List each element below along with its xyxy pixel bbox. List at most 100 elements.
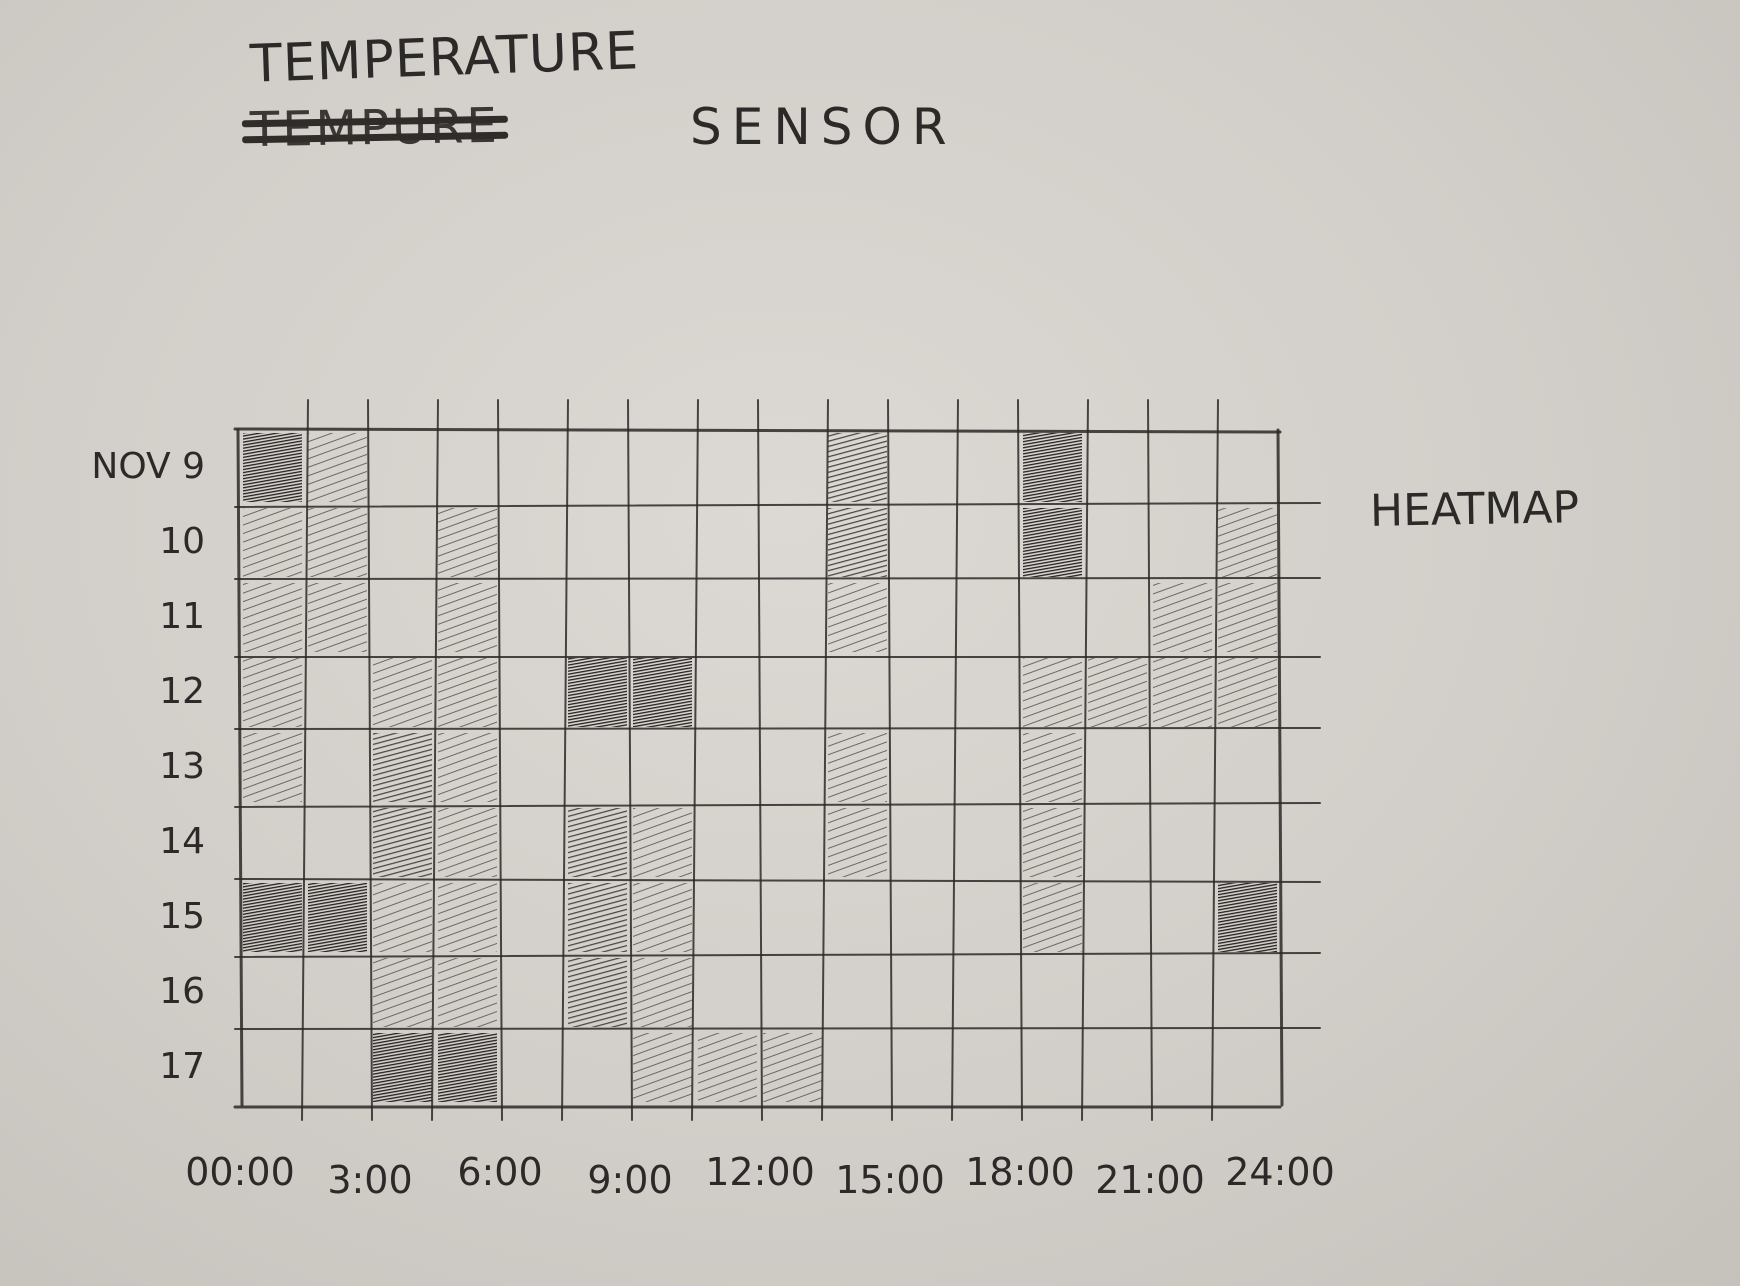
heatmap-cell: [698, 508, 757, 577]
heatmap-cell: [243, 733, 302, 802]
heatmap-cell: [243, 658, 302, 727]
heatmap-cell: [828, 883, 887, 952]
heatmap-cell: [503, 583, 562, 652]
heatmap-cell: [763, 583, 822, 652]
heatmap-cell: [633, 1033, 692, 1102]
heatmap-cell: [698, 733, 757, 802]
heatmap-cell: [633, 508, 692, 577]
heatmap-cell: [958, 808, 1017, 877]
grid-line-vertical: [887, 399, 893, 1121]
heatmap-cell: [1088, 508, 1147, 577]
heatmap-cell: [568, 508, 627, 577]
grid-line-vertical: [431, 399, 439, 1121]
heatmap-cell: [1153, 808, 1212, 877]
heatmap-cell: [1153, 883, 1212, 952]
heatmap-cell: [893, 733, 952, 802]
heatmap-cell: [568, 958, 627, 1027]
heatmap-cell: [503, 958, 562, 1027]
heatmap-cell: [243, 1033, 302, 1102]
heatmap-cell: [373, 583, 432, 652]
row-label: 16: [159, 970, 205, 1012]
grid-line-vertical: [301, 399, 309, 1121]
grid-line-horizontal: [234, 878, 1321, 883]
heatmap-cell: [958, 958, 1017, 1027]
heatmap-cell: [958, 658, 1017, 727]
heatmap-cell: [1088, 733, 1147, 802]
heatmap-cell: [373, 508, 432, 577]
heatmap-cell: [958, 508, 1017, 577]
heatmap-cell: [503, 883, 562, 952]
heatmap-cell: [243, 883, 302, 952]
heatmap-cell: [308, 508, 367, 577]
heatmap-cell: [1218, 1033, 1277, 1102]
heatmap-cell: [828, 658, 887, 727]
row-label: NOV 9: [91, 445, 205, 487]
heatmap-cell: [503, 433, 562, 502]
heatmap-cell: [503, 808, 562, 877]
heatmap-cell: [763, 658, 822, 727]
column-label: 00:00: [185, 1150, 295, 1194]
row-label: 13: [159, 745, 205, 787]
heatmap-cell: [1088, 808, 1147, 877]
heatmap-cell: [633, 883, 692, 952]
heatmap-cell: [1023, 808, 1082, 877]
heatmap-cell: [1218, 883, 1277, 952]
row-label: 12: [159, 670, 205, 712]
heatmap-cell: [568, 883, 627, 952]
heatmap-cell: [698, 433, 757, 502]
heatmap-cell: [633, 958, 692, 1027]
grid-line-vertical: [1211, 399, 1219, 1121]
heatmap-cell: [1023, 658, 1082, 727]
heatmap-cell: [373, 883, 432, 952]
grid-line-vertical: [1147, 399, 1153, 1121]
heatmap-cell: [1153, 1033, 1212, 1102]
heatmap-cell: [958, 1033, 1017, 1102]
heatmap-cell: [893, 808, 952, 877]
heatmap-cell: [763, 508, 822, 577]
heatmap-cell: [1218, 733, 1277, 802]
grid-line-horizontal: [234, 727, 1321, 730]
heatmap-cell: [308, 658, 367, 727]
heatmap-cell: [698, 883, 757, 952]
heatmap-cell: [1218, 808, 1277, 877]
heatmap-cell: [438, 433, 497, 502]
grid-line-horizontal: [234, 502, 1321, 508]
grid-line-horizontal: [234, 952, 1321, 958]
heatmap-cell: [308, 733, 367, 802]
heatmap-cell: [1088, 433, 1147, 502]
heatmap-cell: [1088, 883, 1147, 952]
heatmap-cell: [1218, 508, 1277, 577]
column-label: 24:00: [1225, 1150, 1335, 1194]
heatmap-cell: [243, 508, 302, 577]
row-label: 15: [159, 895, 205, 937]
row-label: 10: [159, 520, 205, 562]
heatmap-cell: [1218, 433, 1277, 502]
column-label: 9:00: [587, 1158, 673, 1202]
heatmap-cell: [1023, 433, 1082, 502]
heatmap-cell: [308, 883, 367, 952]
heatmap-cell: [308, 958, 367, 1027]
heatmap-cell: [763, 433, 822, 502]
row-label: 11: [159, 595, 205, 637]
grid-line-horizontal: [234, 802, 1321, 808]
heatmap-cell: [373, 733, 432, 802]
grid-line-vertical: [1276, 428, 1284, 1107]
heatmap-cell: [568, 808, 627, 877]
heatmap-cell: [438, 508, 497, 577]
heatmap-cell: [1088, 1033, 1147, 1102]
heatmap-cell: [763, 958, 822, 1027]
heatmap-cell: [828, 508, 887, 577]
heatmap-cell: [958, 733, 1017, 802]
heatmap-cell: [633, 808, 692, 877]
column-label: 15:00: [835, 1158, 945, 1202]
heatmap-cell: [373, 433, 432, 502]
heatmap-cell: [1218, 658, 1277, 727]
heatmap-cell: [893, 883, 952, 952]
heatmap-cell: [568, 658, 627, 727]
grid-line-vertical: [497, 399, 503, 1121]
grid-line-vertical: [757, 399, 763, 1121]
heatmap-cell: [438, 883, 497, 952]
heatmap-cell: [828, 433, 887, 502]
heatmap-cell: [1153, 658, 1212, 727]
heatmap-cell: [958, 883, 1017, 952]
